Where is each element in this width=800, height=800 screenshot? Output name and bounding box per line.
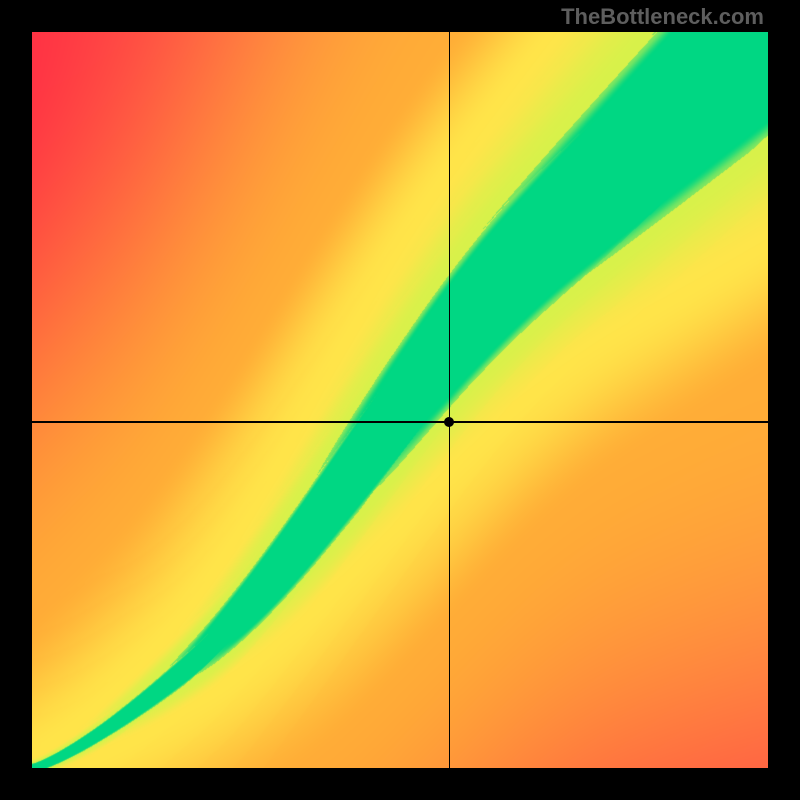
plot-area bbox=[32, 32, 768, 768]
crosshair-marker bbox=[444, 417, 454, 427]
crosshair-horizontal bbox=[32, 421, 768, 423]
watermark-text: TheBottleneck.com bbox=[561, 4, 764, 30]
bottleneck-heatmap bbox=[32, 32, 768, 768]
crosshair-vertical bbox=[449, 32, 451, 768]
